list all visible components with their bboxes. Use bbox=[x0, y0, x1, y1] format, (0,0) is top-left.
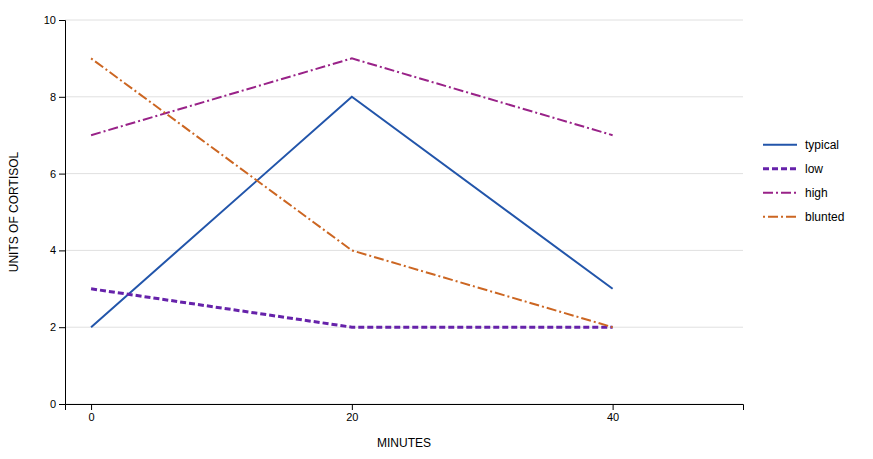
line bbox=[91, 97, 613, 327]
legend-label: low bbox=[805, 162, 823, 176]
legend-item: typical bbox=[763, 138, 839, 152]
grid-line bbox=[65, 173, 743, 174]
tick: 6 bbox=[50, 168, 65, 180]
line bbox=[91, 58, 613, 327]
legend-swatch bbox=[763, 192, 797, 194]
y-axis: 0 2 4 6 8 10 bbox=[44, 14, 66, 410]
legend-swatch bbox=[763, 167, 797, 170]
chart: 0 20 40 0 2 4 6 8 10 MINUTES UNITS OF CORTISOL typi… bbox=[0, 0, 873, 459]
tick-mark bbox=[613, 404, 614, 410]
tick: 0 bbox=[89, 404, 95, 423]
tick-mark bbox=[59, 174, 65, 175]
tick-mark bbox=[59, 404, 65, 405]
line bbox=[91, 289, 613, 327]
legend-label: high bbox=[805, 186, 828, 200]
tick-mark bbox=[59, 97, 65, 98]
tick-label: 8 bbox=[50, 91, 56, 103]
lines bbox=[91, 58, 613, 327]
tick: 20 bbox=[346, 404, 358, 423]
y-axis-title: UNITS OF CORTISOL bbox=[7, 151, 21, 272]
axis-line bbox=[66, 405, 744, 411]
legend-item: blunted bbox=[763, 210, 844, 224]
tick-label: 2 bbox=[50, 321, 56, 333]
tick-label: 4 bbox=[50, 244, 56, 256]
legend-swatch bbox=[763, 216, 797, 218]
x-axis-title: MINUTES bbox=[377, 436, 431, 450]
legend-label: blunted bbox=[805, 210, 844, 224]
plot: 0 20 40 0 2 4 6 8 10 bbox=[44, 14, 744, 423]
tick-mark bbox=[59, 250, 65, 251]
line bbox=[91, 58, 613, 135]
tick: 40 bbox=[607, 404, 619, 423]
legend: typical low high blunted bbox=[763, 138, 844, 224]
grid-line bbox=[65, 20, 743, 21]
grid-line bbox=[65, 250, 743, 251]
tick-label: 6 bbox=[50, 168, 56, 180]
tick: 2 bbox=[50, 321, 65, 333]
tick-mark bbox=[59, 327, 65, 328]
tick: 4 bbox=[50, 244, 65, 256]
tick-mark bbox=[352, 404, 353, 410]
tick-label: 10 bbox=[44, 14, 56, 26]
tick: 0 bbox=[50, 398, 65, 410]
legend-item: low bbox=[763, 162, 823, 176]
tick-label: 0 bbox=[50, 398, 56, 410]
tick-mark bbox=[59, 20, 65, 21]
legend-item: high bbox=[763, 186, 828, 200]
legend-label: typical bbox=[805, 138, 839, 152]
axis-line bbox=[59, 21, 66, 405]
tick-label: 0 bbox=[89, 411, 95, 423]
grid-line bbox=[65, 96, 743, 97]
x-axis: 0 20 40 bbox=[66, 404, 744, 423]
legend-swatch bbox=[763, 144, 797, 146]
tick-mark bbox=[91, 404, 92, 410]
tick-label: 40 bbox=[607, 411, 619, 423]
tick: 10 bbox=[44, 14, 65, 26]
tick-label: 20 bbox=[346, 411, 358, 423]
tick: 8 bbox=[50, 91, 65, 103]
grid bbox=[65, 20, 743, 404]
